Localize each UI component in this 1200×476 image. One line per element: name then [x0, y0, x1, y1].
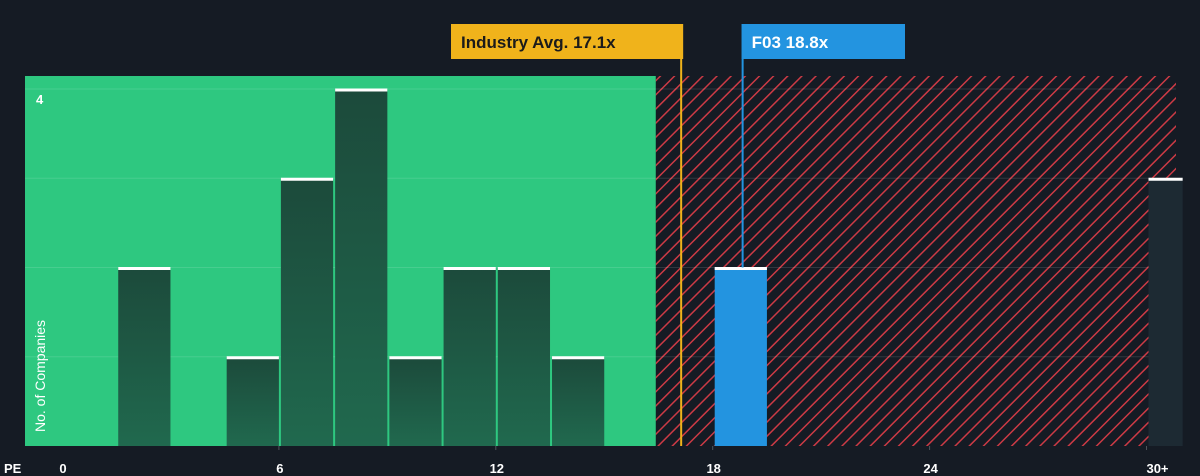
bar — [1148, 178, 1183, 446]
bar — [443, 267, 496, 446]
x-tick-label: 18 — [706, 461, 720, 476]
bar — [497, 267, 551, 446]
bar — [335, 89, 388, 446]
y-tick-label: 4 — [36, 92, 44, 107]
axes: PE No. of Companies 0 6 12 18 24 30+ 4 — [4, 92, 1169, 476]
highlight-bar — [714, 267, 767, 446]
y-axis-title: No. of Companies — [32, 320, 48, 432]
x-tick-label: 0 — [59, 461, 66, 476]
x-tick-label: 30+ — [1146, 461, 1168, 476]
x-tick-label: 6 — [276, 461, 283, 476]
bar — [280, 178, 334, 446]
bar — [389, 356, 442, 446]
x-tick-label: 24 — [923, 461, 938, 476]
bar — [118, 267, 171, 446]
bars — [118, 88, 1183, 446]
annotations: Industry Avg. 17.1x F03 18.8x — [451, 24, 905, 446]
company-box — [741, 24, 905, 59]
company-label: F03 18.8x — [752, 33, 829, 52]
x-tick-label: 12 — [490, 461, 504, 476]
industry-avg-box — [451, 24, 684, 59]
bar — [552, 356, 605, 446]
industry-avg-label: Industry Avg. 17.1x — [461, 33, 616, 52]
bar — [226, 356, 279, 446]
x-axis-title: PE — [4, 461, 22, 476]
